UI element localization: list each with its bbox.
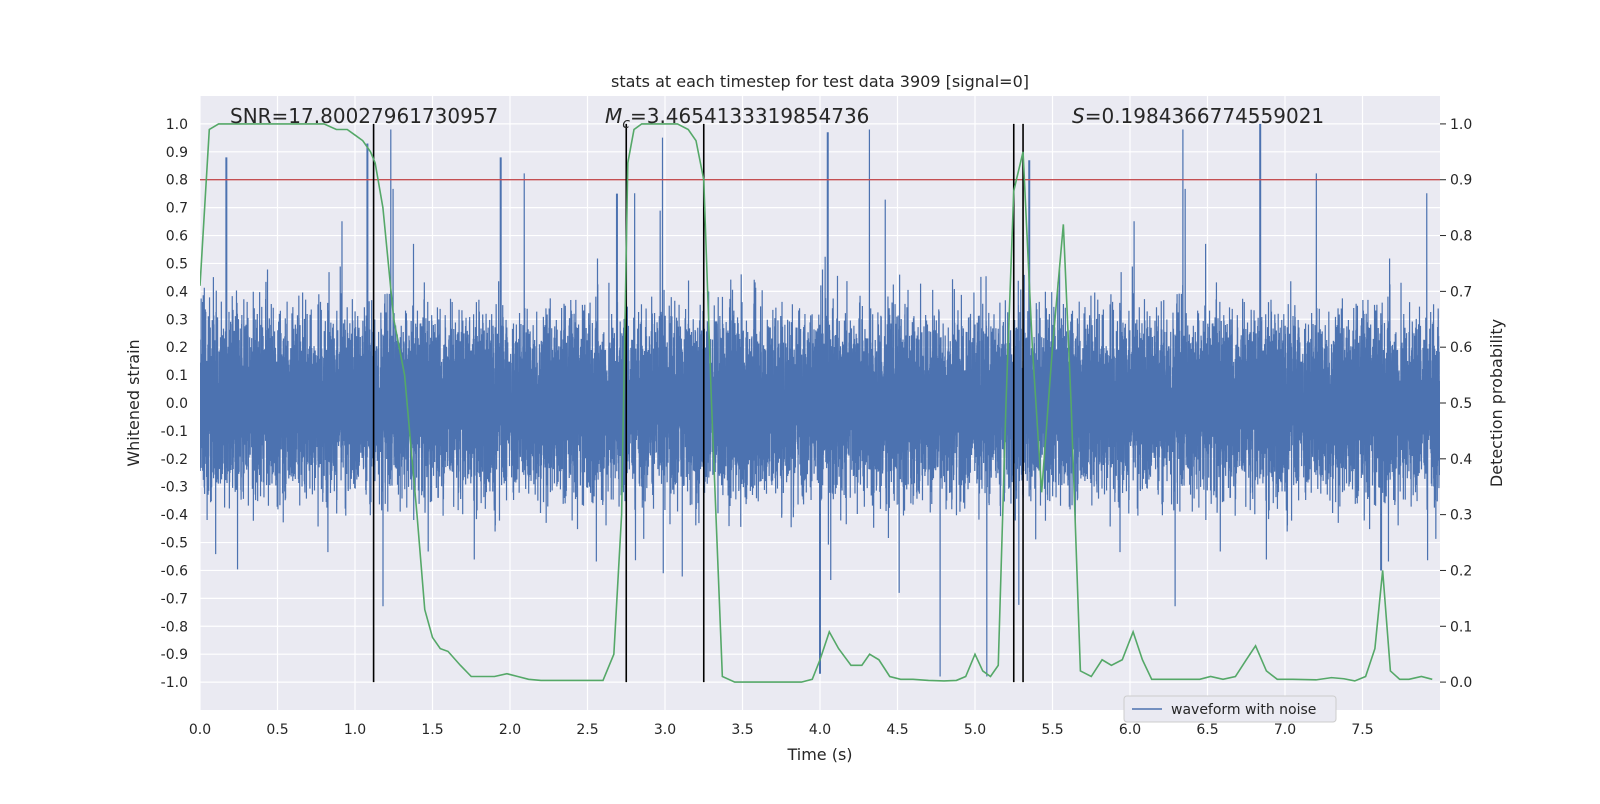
chart-title: stats at each timestep for test data 390… — [611, 72, 1029, 91]
x-tick-label: 2.0 — [499, 722, 521, 738]
left-tick-label: -0.4 — [161, 508, 188, 524]
left-tick-label: 1.0 — [166, 117, 188, 133]
mc-symbol: M — [605, 104, 622, 128]
x-tick-label: 5.0 — [964, 722, 986, 738]
x-tick-label: 7.0 — [1274, 722, 1296, 738]
x-tick-label: 1.5 — [421, 722, 443, 738]
right-tick-label: 1.0 — [1450, 117, 1472, 133]
x-tick-label: 5.5 — [1041, 722, 1063, 738]
left-tick-label: 0.2 — [166, 340, 188, 356]
left-tick-label: -0.9 — [161, 647, 188, 663]
x-tick-label: 3.0 — [654, 722, 676, 738]
right-tick-label: 0.1 — [1450, 619, 1472, 635]
left-axis-label: Whitened strain — [124, 339, 143, 466]
x-tick-label: 7.5 — [1351, 722, 1373, 738]
mc-value: =3.4654133319854736 — [630, 104, 869, 128]
left-tick-label: -0.6 — [161, 563, 188, 579]
legend-box — [1123, 695, 1337, 723]
waveform-series — [200, 123, 1440, 677]
x-tick-label: 0.5 — [266, 722, 288, 738]
s-value: =0.1984366774559021 — [1085, 104, 1324, 128]
right-tick-label: 0.8 — [1450, 229, 1472, 245]
x-tick-label: 0.0 — [189, 722, 211, 738]
left-tick-label: -0.8 — [161, 619, 188, 635]
mc-annotation: Mc=3.4654133319854736 — [605, 104, 869, 132]
x-tick-label: 3.5 — [731, 722, 753, 738]
left-tick-label: 0.0 — [166, 396, 188, 412]
left-axis-ticks: 1.0 0.9 0.8 0.7 0.6 0.5 0.4 0.3 0.2 0.1 0.0 -0.1 -0.… — [161, 117, 188, 691]
left-tick-label: 0.1 — [166, 368, 188, 384]
x-tick-label: 4.0 — [809, 722, 831, 738]
right-tick-label: 0.3 — [1450, 508, 1472, 524]
plot-area — [200, 123, 1440, 683]
legend: waveform with noise — [1123, 695, 1337, 723]
right-tick-label: 0.9 — [1450, 173, 1472, 189]
right-tick-label: 0.2 — [1450, 563, 1472, 579]
right-tick-label: 0.7 — [1450, 284, 1472, 300]
right-tick-label: 0.6 — [1450, 340, 1472, 356]
x-tick-label: 2.5 — [576, 722, 598, 738]
x-axis-label: Time (s) — [786, 745, 852, 764]
right-tick-label: 0.4 — [1450, 452, 1472, 468]
s-annotation: S=0.1984366774559021 — [1072, 104, 1324, 128]
x-tick-label: 1.0 — [344, 722, 366, 738]
left-tick-label: 0.8 — [166, 173, 188, 189]
right-tick-label: 0.0 — [1450, 675, 1472, 691]
left-tick-label: 0.4 — [166, 284, 188, 300]
left-tick-label: 0.9 — [166, 145, 188, 161]
right-axis-ticks: 1.0 0.9 0.8 0.7 0.6 0.5 0.4 0.3 0.2 0.1 0.0 — [1440, 117, 1472, 691]
probability-line — [200, 123, 1433, 683]
left-tick-label: 0.3 — [166, 312, 188, 328]
left-tick-label: -0.5 — [161, 536, 188, 552]
x-tick-label: 4.5 — [886, 722, 908, 738]
left-tick-label: -1.0 — [161, 675, 188, 691]
right-axis-label: Detection probability — [1487, 319, 1506, 487]
left-tick-label: 0.6 — [166, 229, 188, 245]
x-tick-label: 6.0 — [1119, 722, 1141, 738]
s-symbol: S — [1072, 104, 1085, 128]
left-tick-label: 0.5 — [166, 256, 188, 272]
snr-annotation: SNR=17.80027961730957 — [230, 104, 498, 128]
left-tick-label: -0.1 — [161, 424, 188, 440]
left-tick-label: -0.3 — [161, 480, 188, 496]
mc-subscript: c — [622, 116, 630, 132]
legend-label: waveform with noise — [1171, 702, 1316, 718]
left-tick-label: -0.7 — [161, 591, 188, 607]
left-tick-label: 0.7 — [166, 201, 188, 217]
x-tick-label: 6.5 — [1196, 722, 1218, 738]
left-tick-label: -0.2 — [161, 452, 188, 468]
right-tick-label: 0.5 — [1450, 396, 1472, 412]
x-axis-ticks: 0.0 0.5 1.0 1.5 2.0 2.5 3.0 3.5 4.0 4.5 5.0 5.5 6.0 6… — [189, 722, 1374, 738]
